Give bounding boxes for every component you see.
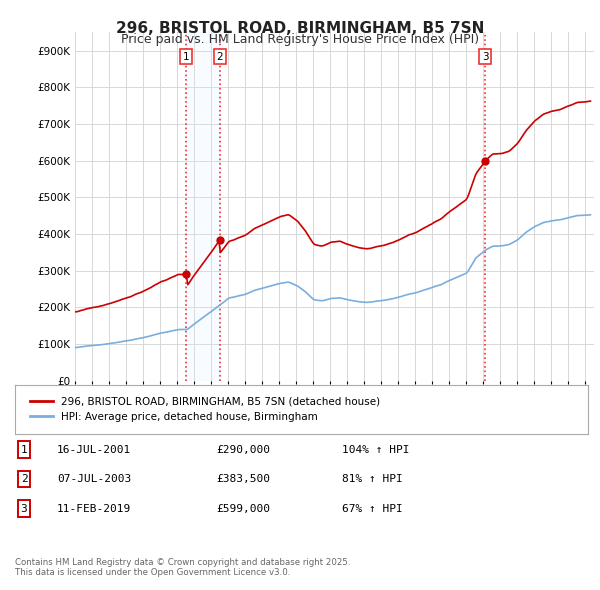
Text: 2: 2 — [20, 474, 28, 484]
Text: 1: 1 — [20, 445, 28, 454]
Text: 11-FEB-2019: 11-FEB-2019 — [57, 504, 131, 513]
Text: 16-JUL-2001: 16-JUL-2001 — [57, 445, 131, 454]
Text: 3: 3 — [20, 504, 28, 513]
Text: £383,500: £383,500 — [216, 474, 270, 484]
Text: 296, BRISTOL ROAD, BIRMINGHAM, B5 7SN: 296, BRISTOL ROAD, BIRMINGHAM, B5 7SN — [116, 21, 484, 35]
Text: 67% ↑ HPI: 67% ↑ HPI — [342, 504, 403, 513]
Text: Contains HM Land Registry data © Crown copyright and database right 2025.
This d: Contains HM Land Registry data © Crown c… — [15, 558, 350, 577]
Text: 81% ↑ HPI: 81% ↑ HPI — [342, 474, 403, 484]
Text: 3: 3 — [482, 52, 488, 62]
Text: 104% ↑ HPI: 104% ↑ HPI — [342, 445, 409, 454]
Text: 2: 2 — [217, 52, 223, 62]
Text: £599,000: £599,000 — [216, 504, 270, 513]
Text: 1: 1 — [183, 52, 190, 62]
Legend: 296, BRISTOL ROAD, BIRMINGHAM, B5 7SN (detached house), HPI: Average price, deta: 296, BRISTOL ROAD, BIRMINGHAM, B5 7SN (d… — [26, 393, 385, 426]
Text: 07-JUL-2003: 07-JUL-2003 — [57, 474, 131, 484]
Bar — [187, 32, 220, 381]
Text: £290,000: £290,000 — [216, 445, 270, 454]
Text: Price paid vs. HM Land Registry's House Price Index (HPI): Price paid vs. HM Land Registry's House … — [121, 33, 479, 46]
